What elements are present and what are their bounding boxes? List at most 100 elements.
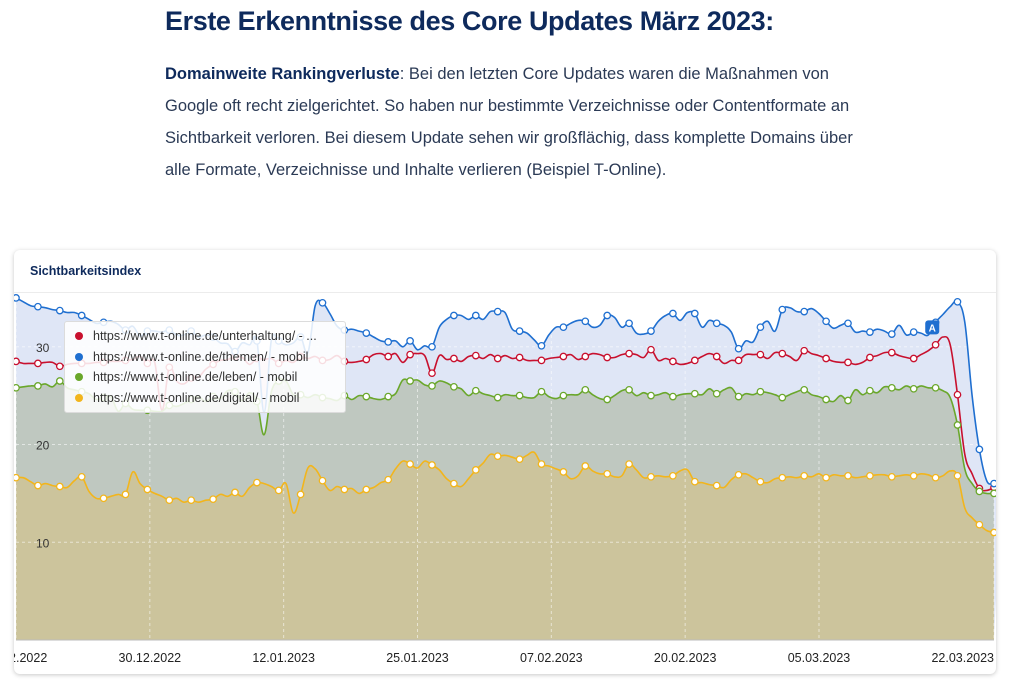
legend-dot-icon (75, 352, 83, 361)
series-point-4 (493, 452, 502, 461)
chart-title: Sichtbarkeitsindex (30, 264, 142, 278)
series-point-4 (77, 472, 86, 481)
series-point-4 (990, 528, 996, 537)
series-point-3 (887, 383, 896, 392)
series-point-4 (909, 471, 918, 480)
series-point-4 (690, 477, 699, 486)
series-point-4 (143, 485, 152, 494)
series-point-4 (121, 490, 130, 499)
series-point-4 (428, 461, 436, 469)
series-point-2 (866, 328, 874, 336)
series-point-3 (690, 389, 699, 398)
series-point-2 (406, 337, 414, 345)
series-point-3 (581, 385, 590, 394)
series-point-2 (318, 298, 327, 307)
series-point-3 (953, 421, 962, 429)
series-point-2 (887, 330, 896, 338)
series-point-4 (669, 471, 677, 480)
x-tick-label: 25.01.2023 (386, 651, 449, 665)
series-point-3 (384, 392, 393, 401)
series-point-1 (537, 356, 546, 365)
legend-item-2[interactable]: https://www.t-online.de/themen/ - mobil (65, 347, 345, 368)
series-point-4 (887, 472, 896, 481)
legend-label: https://www.t-online.de/unterhaltung/ - … (93, 329, 317, 344)
series-point-3 (866, 386, 874, 395)
series-point-4 (975, 520, 984, 529)
series-point-4 (55, 482, 64, 491)
series-point-4 (471, 466, 480, 474)
series-point-2 (625, 319, 633, 328)
chart-svg: 10 20 30 A 17.12.2022 30.12.2022 12.01.2023 25.… (14, 293, 996, 665)
series-point-2 (800, 307, 809, 316)
series-point-1 (734, 356, 743, 365)
series-point-4 (274, 486, 283, 495)
series-point-4 (362, 485, 371, 494)
series-point-3 (778, 393, 787, 402)
series-point-1 (712, 352, 721, 361)
series-point-3 (822, 395, 830, 404)
series-point-2 (471, 311, 480, 320)
annotation-marker (925, 320, 940, 335)
series-point-4 (340, 485, 349, 494)
paragraph-body: : Bei den letzten Core Updates waren die… (165, 65, 853, 179)
series-point-4 (384, 475, 393, 484)
series-point-1 (953, 390, 962, 399)
series-point-2 (734, 344, 743, 353)
series-point-4 (603, 469, 612, 478)
series-point-2 (493, 307, 502, 316)
legend-label: https://www.t-online.de/leben/ - mobil (93, 370, 298, 385)
series-point-4 (318, 476, 327, 485)
legend-item-1[interactable]: https://www.t-online.de/unterhaltung/ - … (65, 326, 345, 347)
series-point-1 (559, 352, 568, 361)
legend-dot-icon (75, 393, 83, 402)
series-point-2 (362, 329, 371, 337)
series-point-3 (931, 383, 940, 392)
series-point-2 (990, 479, 996, 488)
series-point-4 (515, 455, 524, 464)
series-point-2 (603, 311, 612, 320)
series-point-3 (603, 395, 612, 404)
series-point-3 (493, 393, 502, 402)
legend-item-4[interactable]: https://www.t-online.de/digital/ - mobil (65, 388, 345, 409)
series-point-2 (844, 319, 852, 328)
series-point-4 (625, 460, 633, 468)
series-point-1 (669, 357, 677, 366)
series-point-1 (515, 353, 524, 362)
series-point-4 (537, 460, 546, 468)
series-point-1 (866, 353, 874, 362)
series-point-1 (384, 352, 393, 361)
series-point-1 (34, 359, 42, 368)
series-point-1 (844, 358, 852, 367)
series-point-3 (844, 396, 852, 405)
series-point-4 (253, 478, 261, 487)
legend-dot-icon (75, 332, 83, 341)
series-point-2 (55, 306, 64, 315)
series-point-3 (14, 383, 20, 392)
series-point-1 (909, 354, 918, 363)
series-point-4 (559, 468, 568, 476)
chart-legend: https://www.t-online.de/unterhaltung/ - … (64, 321, 346, 413)
series-point-4 (165, 496, 174, 505)
series-point-2 (669, 309, 677, 318)
series-point-2 (450, 311, 458, 320)
legend-item-3[interactable]: https://www.t-online.de/leben/ - mobil (65, 367, 345, 388)
legend-dot-icon (75, 373, 83, 382)
x-tick-label: 30.12.2022 (119, 651, 182, 665)
series-point-3 (756, 387, 765, 396)
series-point-4 (231, 488, 239, 497)
series-point-1 (362, 355, 371, 364)
annotation-label: A (929, 323, 936, 334)
series-point-1 (690, 356, 699, 365)
series-point-1 (931, 340, 940, 349)
series-point-1 (428, 369, 436, 378)
x-tick-label: 20.02.2023 (654, 651, 717, 665)
series-point-2 (34, 302, 42, 311)
series-point-1 (493, 354, 502, 363)
series-point-1 (55, 362, 64, 371)
series-point-2 (822, 317, 830, 326)
series-point-1 (625, 349, 633, 358)
series-point-3 (909, 384, 918, 393)
series-point-3 (647, 391, 655, 400)
y-tick-label: 20 (36, 439, 50, 453)
series-point-1 (406, 350, 414, 359)
